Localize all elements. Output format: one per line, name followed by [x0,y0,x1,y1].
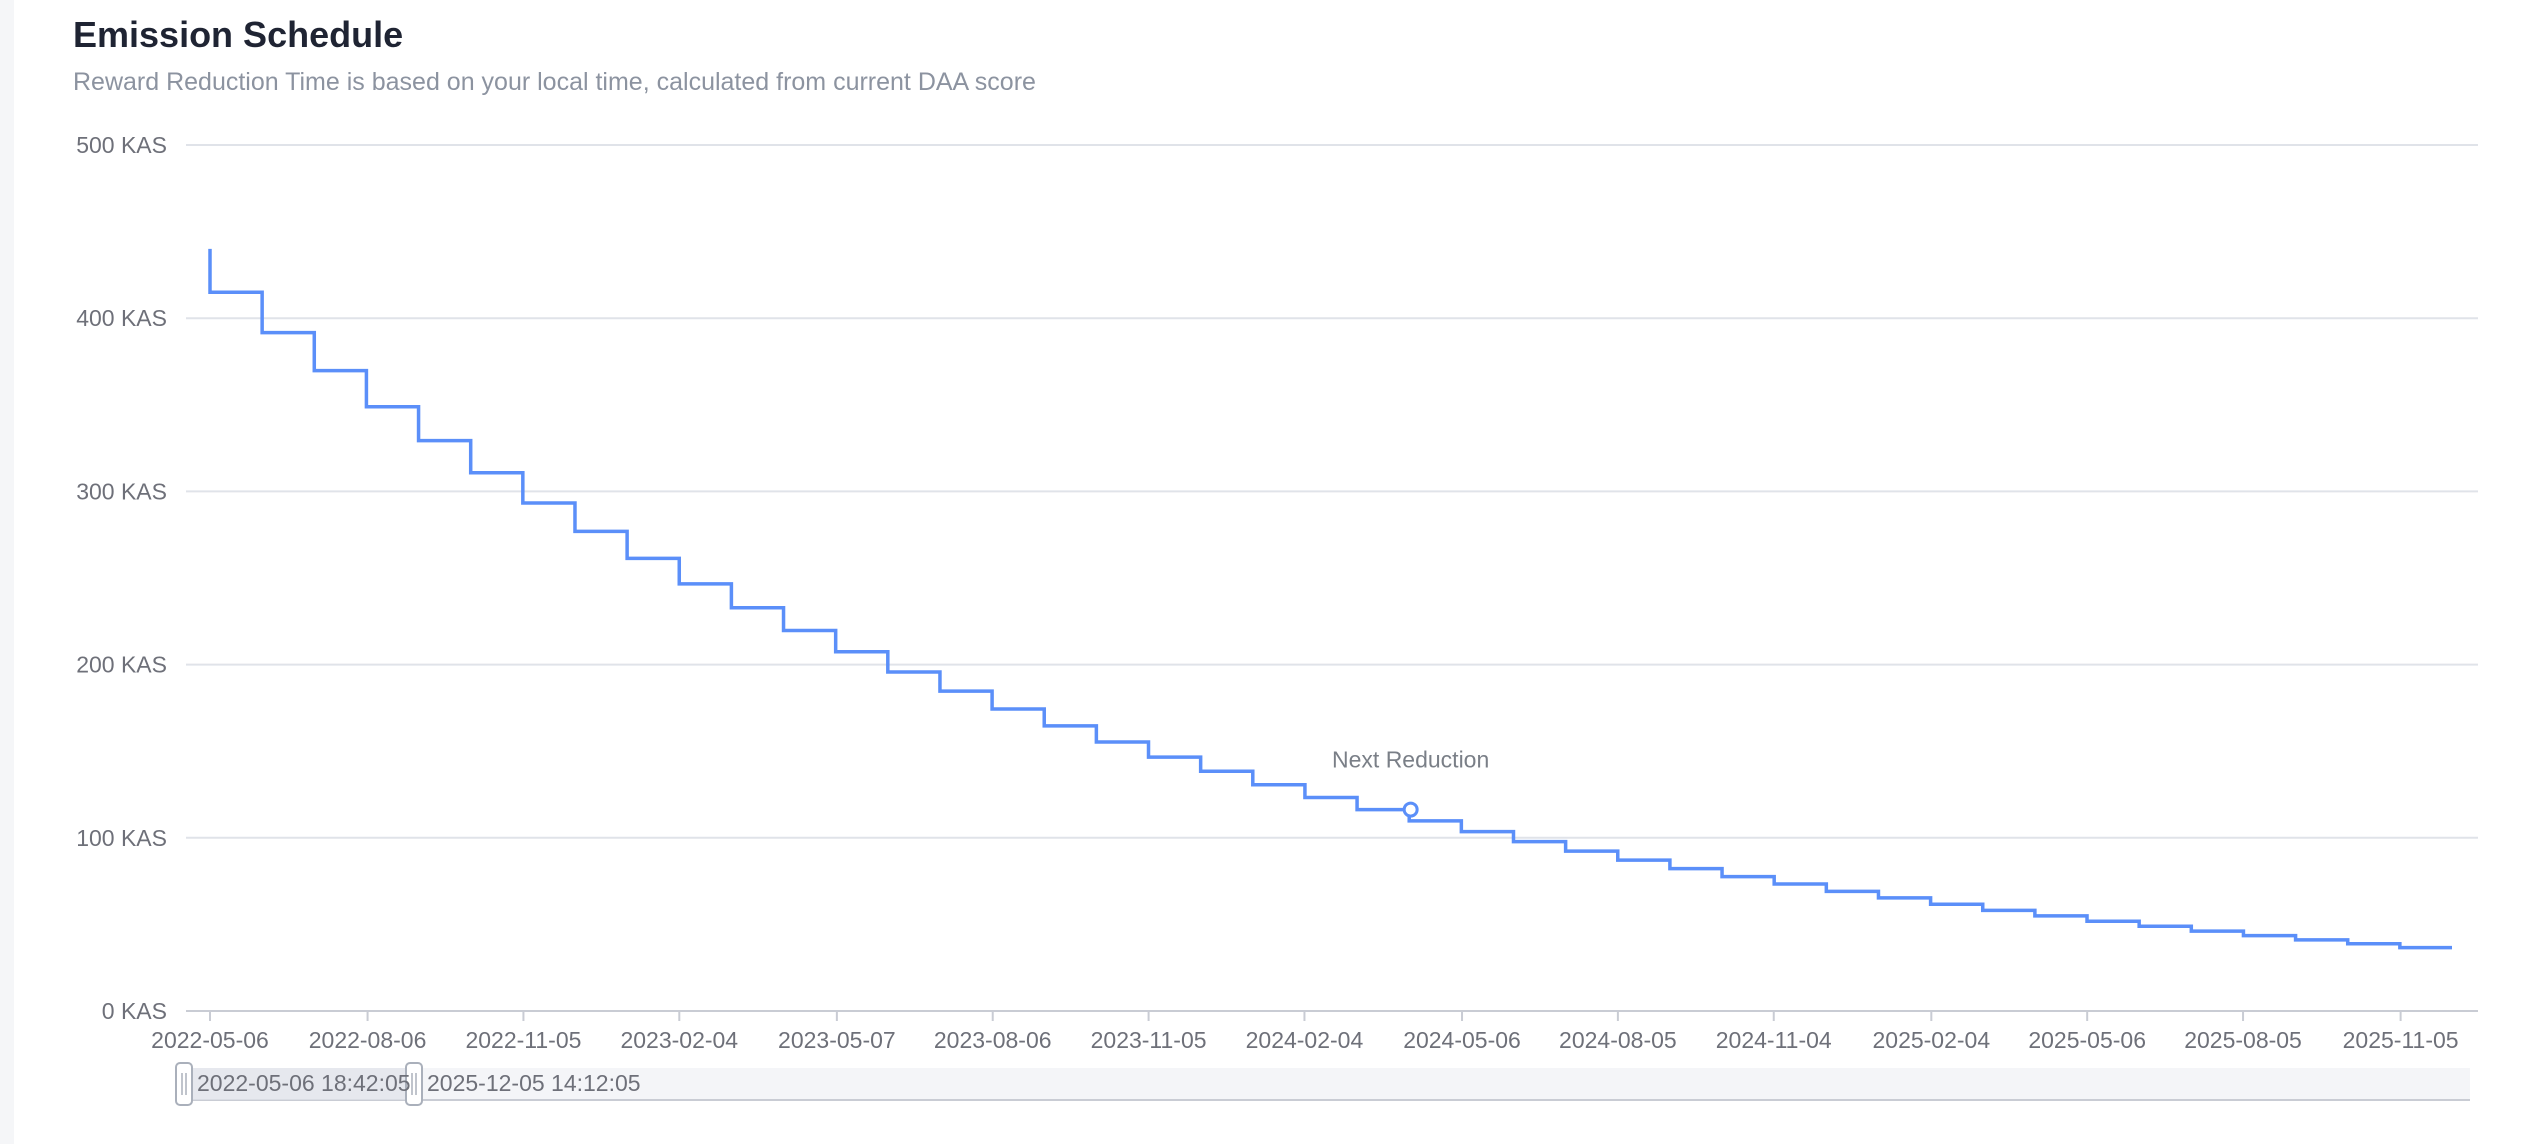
x-tick-label: 2024-11-04 [1716,1027,1832,1053]
x-tick-label: 2024-08-05 [1559,1027,1677,1053]
page-title: Emission Schedule [73,14,404,55]
y-tick-label: 0 KAS [102,998,167,1024]
left-border-strip [0,0,14,1144]
y-tick-label: 100 KAS [76,825,167,851]
next-reduction-marker [1402,801,1419,818]
x-tick-label: 2025-02-04 [1872,1027,1990,1053]
x-axis: 2022-05-06 2022-08-06 2022-11-05 2023-02-04… [151,1011,2459,1053]
annotation-layer: Next Reduction [1332,747,1489,818]
x-tick-label: 2023-11-05 [1091,1027,1207,1053]
grid-layer [186,144,2478,1012]
x-tick-label: 2022-05-06 [151,1027,269,1053]
slider-end-label: 2025-12-05 14:12:05 [427,1070,641,1096]
x-tick-label: 2023-08-06 [934,1027,1052,1053]
y-axis-labels: 0 KAS 100 KAS 200 KAS 300 KAS 400 KAS 500 KAS [76,132,167,1024]
next-reduction-label: Next Reduction [1332,747,1489,773]
x-tick-label: 2025-08-05 [2184,1027,2302,1053]
x-tick-label: 2023-05-07 [778,1027,896,1053]
y-tick-label: 200 KAS [76,652,167,678]
x-tick-label: 2022-11-05 [465,1027,581,1053]
slider-selected-window [184,1068,414,1100]
x-tick-label: 2025-11-05 [2343,1027,2459,1053]
y-tick-label: 400 KAS [76,305,167,331]
x-tick-label: 2024-02-04 [1246,1027,1364,1053]
range-slider[interactable]: 2022-05-06 18:42:05 2025-12-05 14:12:05 [175,1062,2470,1106]
x-tick-label: 2025-05-06 [2028,1027,2146,1053]
slider-track [184,1068,2470,1100]
emission-step-line [208,248,2452,950]
series-layer [208,248,2452,950]
x-tick-label: 2024-05-06 [1403,1027,1521,1053]
slider-start-handle[interactable] [175,1062,193,1106]
x-tick-label: 2023-02-04 [620,1027,738,1053]
y-tick-label: 500 KAS [76,132,167,158]
slider-start-label: 2022-05-06 18:42:05 [197,1070,411,1096]
page-subtitle: Reward Reduction Time is based on your l… [73,68,1036,96]
slider-end-handle[interactable] [405,1062,423,1106]
x-tick-label: 2022-08-06 [309,1027,427,1053]
y-tick-label: 300 KAS [76,478,167,504]
